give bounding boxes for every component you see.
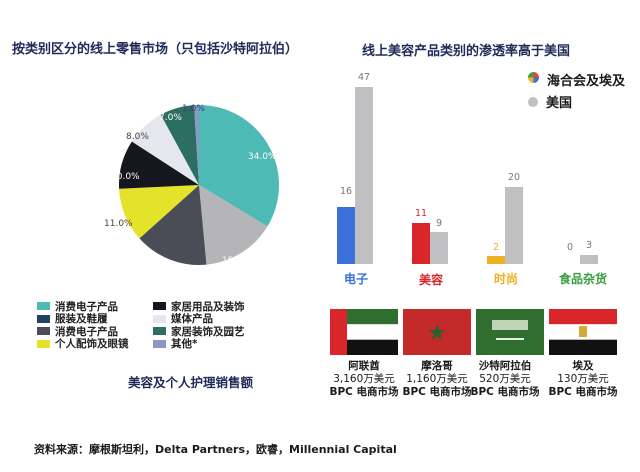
pie-label-2: 15.0%	[222, 256, 251, 266]
pie-chart-title: 按类别区分的线上零售市场（只包括沙特阿拉伯）	[12, 42, 299, 57]
category-label-grocery: 食品杂货	[558, 272, 607, 286]
pie-chart-svg	[119, 105, 279, 265]
pie-slice	[131, 114, 199, 185]
legend-item: 消费电子产品	[37, 325, 129, 338]
saudi-flag-icon	[476, 309, 544, 355]
pie-label-6: 8.0%	[126, 132, 149, 142]
source-note: 资料来源：摩根斯坦利，Delta Partners，欧睿，Millennial …	[34, 443, 397, 456]
legend-label: 媒体产品	[171, 313, 213, 325]
category-label-fashion: 时尚	[493, 272, 518, 286]
legend-swatch	[37, 327, 50, 335]
bar-value: 47	[357, 72, 371, 83]
country-value: 1,160万美元	[406, 373, 468, 385]
country-name: 阿联酋	[348, 360, 380, 372]
legend-item: 个人配饰及眼镜	[37, 338, 129, 350]
pie-slice	[199, 185, 268, 265]
legend-label: 其他*	[171, 338, 198, 350]
country-market: BPC 电商市场	[402, 386, 472, 398]
country-market: BPC 电商市场	[470, 386, 540, 398]
legend-label: 个人配饰及眼镜	[55, 338, 129, 350]
morocco-flag-icon	[403, 309, 471, 355]
legend-label: 海合会及埃及	[547, 74, 626, 89]
legend-label: 消费电子产品	[55, 325, 118, 338]
legend-label: 服装及鞋履	[55, 313, 108, 325]
bar-beauty-us	[430, 232, 448, 264]
legend-item: 其他*	[153, 338, 245, 350]
bar-fashion-us	[505, 187, 523, 264]
legend-item: 家居装饰及园艺	[153, 325, 245, 338]
bar-value: 3	[585, 240, 593, 251]
category-label-beauty: 美容	[418, 273, 443, 287]
uae-flag-icon	[330, 309, 398, 355]
legend-item: 家居用品及装饰	[153, 300, 245, 313]
category-label-electronics: 电子	[343, 272, 368, 286]
bar-chart-title: 线上美容产品类别的渗透率高于美国	[362, 44, 571, 59]
bar-value: 2	[492, 242, 500, 253]
grey-dot-icon	[528, 96, 538, 107]
country-name: 摩洛哥	[421, 360, 453, 372]
country-caption-uae: 阿联酋 3,160万美元 BPC 电商市场	[324, 360, 404, 399]
legend-item-us: 美国	[528, 92, 572, 111]
legend-swatch	[37, 302, 50, 310]
pie-slice	[119, 185, 199, 239]
bar-value: 11	[414, 208, 428, 219]
country-market: BPC 电商市场	[548, 386, 618, 398]
country-caption-egypt: 埃及 130万美元 BPC 电商市场	[543, 360, 623, 399]
legend-label: 家居用品及装饰	[171, 300, 245, 313]
legend-label: 美国	[546, 96, 573, 111]
legend-label: 消费电子产品	[55, 300, 118, 313]
bar-grocery-us	[580, 255, 598, 264]
legend-item: 媒体产品	[153, 313, 245, 325]
legend-swatch	[37, 339, 50, 348]
pie-slice	[194, 105, 199, 185]
pie-label-5: 10.0%	[111, 172, 140, 182]
bar-value: 16	[339, 186, 353, 197]
country-market: BPC 电商市场	[329, 386, 399, 398]
pie-label-1: 34.0%	[248, 152, 277, 162]
pie-slice	[160, 105, 199, 185]
bar-electronics-us	[355, 87, 373, 264]
egypt-flag-icon	[549, 309, 617, 355]
legend-swatch	[153, 314, 166, 323]
legend-item: 消费电子产品	[37, 300, 129, 313]
legend-swatch	[153, 339, 166, 348]
multicolor-pie-dot-icon	[528, 72, 539, 87]
country-value: 130万美元	[557, 373, 609, 385]
bar-beauty-gcc	[412, 223, 430, 264]
pie-label-4: 11.0%	[104, 219, 133, 229]
legend-label: 家居装饰及园艺	[171, 325, 245, 338]
pie-label-8: 1.0%	[182, 104, 205, 114]
pie-chart-subtitle: 美容及个人护理销售额	[128, 375, 254, 390]
pie-slice	[199, 105, 279, 227]
bar-value: 0	[566, 242, 574, 253]
pie-slice	[119, 141, 199, 189]
legend-item: 服装及鞋履	[37, 313, 129, 325]
country-name: 沙特阿拉伯	[478, 360, 532, 372]
country-caption-morocco: 摩洛哥 1,160万美元 BPC 电商市场	[397, 360, 477, 399]
legend-swatch	[37, 314, 50, 323]
pie-label-3: 15.0%	[148, 263, 177, 273]
pie-label-7: 7.0%	[159, 113, 182, 123]
country-value: 3,160万美元	[333, 373, 395, 385]
country-caption-saudi: 沙特阿拉伯 520万美元 BPC 电商市场	[470, 360, 540, 399]
bar-fashion-gcc	[487, 256, 505, 264]
pie-chart	[118, 104, 280, 266]
legend-swatch	[153, 302, 166, 310]
bar-value: 9	[435, 218, 443, 229]
bar-plot-area: 16 47 11 9 2 20 0 3	[330, 72, 630, 264]
bar-value: 20	[507, 172, 521, 183]
country-value: 520万美元	[479, 373, 531, 385]
pie-slice	[139, 185, 207, 265]
country-name: 埃及	[572, 360, 594, 372]
legend-swatch	[153, 327, 166, 335]
bar-electronics-gcc	[337, 207, 355, 264]
legend-item-gcc-egypt: 海合会及埃及	[528, 70, 625, 89]
